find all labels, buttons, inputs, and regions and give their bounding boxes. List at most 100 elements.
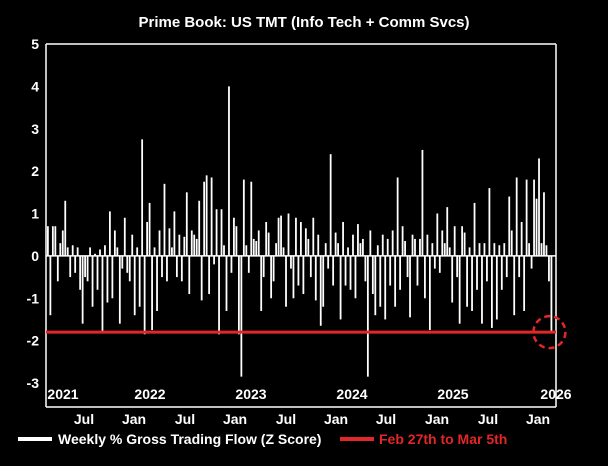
bar xyxy=(230,255,233,273)
bar xyxy=(287,213,290,256)
y-tick-label: 5 xyxy=(31,36,39,52)
bar xyxy=(314,255,317,301)
x-month-label: Jul xyxy=(74,411,94,427)
bar xyxy=(193,234,196,256)
bar xyxy=(545,245,548,256)
bar xyxy=(280,215,282,256)
bar xyxy=(391,230,394,256)
bar xyxy=(210,177,213,256)
bar xyxy=(386,238,389,256)
bar xyxy=(297,255,300,286)
bar xyxy=(364,255,367,282)
bar xyxy=(81,255,84,324)
bar xyxy=(443,243,446,256)
bar xyxy=(188,255,191,295)
bar xyxy=(394,255,397,307)
bar xyxy=(357,224,359,256)
bar xyxy=(503,243,506,256)
bar xyxy=(141,139,144,256)
bar xyxy=(91,255,94,307)
bar xyxy=(113,230,116,256)
bar xyxy=(275,243,277,256)
bar xyxy=(262,255,265,278)
y-tick-label: 1 xyxy=(31,206,39,222)
bar xyxy=(138,255,141,307)
bar xyxy=(476,255,478,290)
y-tick-label: -2 xyxy=(27,333,40,349)
bar xyxy=(166,255,168,282)
bar xyxy=(456,255,459,278)
bar xyxy=(237,255,240,335)
bar xyxy=(200,255,203,301)
x-month-label: Jul xyxy=(276,411,296,427)
bar xyxy=(342,221,344,256)
bar xyxy=(240,255,243,377)
bar xyxy=(396,177,399,256)
bar xyxy=(242,179,245,256)
x-axis-labels: 2021 2022 2023 2024 2025 2026 Jul Jan Jul Jan Jul J… xyxy=(47,386,571,427)
bar xyxy=(158,230,161,256)
bar xyxy=(66,247,69,256)
bar xyxy=(510,230,513,256)
bar xyxy=(84,255,86,278)
bar xyxy=(436,213,439,256)
bar xyxy=(56,255,59,282)
bar xyxy=(49,255,52,316)
bar xyxy=(190,230,193,256)
bar xyxy=(428,255,431,331)
bar xyxy=(250,181,253,256)
bar xyxy=(515,177,518,256)
bar xyxy=(548,255,550,282)
bar xyxy=(362,238,364,256)
bar xyxy=(148,202,151,256)
bar xyxy=(319,255,322,326)
bar xyxy=(245,245,248,256)
bar xyxy=(47,226,49,256)
bar xyxy=(161,255,163,278)
bar xyxy=(195,238,198,256)
bar xyxy=(538,158,540,256)
bar xyxy=(175,255,178,278)
bar xyxy=(74,255,77,273)
bar xyxy=(493,243,496,256)
bar xyxy=(446,207,449,256)
bar xyxy=(295,217,297,256)
bar xyxy=(354,255,357,299)
bar xyxy=(131,234,134,256)
bar xyxy=(300,221,302,256)
bar xyxy=(208,255,211,295)
bar xyxy=(344,255,347,286)
bar xyxy=(322,255,325,307)
bar xyxy=(267,232,270,256)
bar xyxy=(550,255,553,333)
bar xyxy=(233,217,235,256)
bar xyxy=(277,217,280,256)
bar xyxy=(518,255,521,278)
bar xyxy=(347,247,349,256)
x-month-label: Jan xyxy=(425,411,449,427)
bar xyxy=(151,255,153,331)
bar xyxy=(121,255,124,269)
bar xyxy=(543,192,545,256)
legend-label-feb-mar: Feb 27th to Mar 5th xyxy=(379,431,507,447)
y-tick-label: 2 xyxy=(31,163,39,179)
bar-series xyxy=(47,86,553,377)
bar xyxy=(252,238,255,256)
bar xyxy=(260,255,263,311)
bar xyxy=(324,243,327,256)
bar xyxy=(220,209,223,256)
bar xyxy=(523,255,526,311)
bar xyxy=(525,179,528,256)
bar xyxy=(508,196,511,256)
x-month-label: Jul xyxy=(376,411,396,427)
x-year-label: 2024 xyxy=(336,386,367,402)
bar xyxy=(481,255,483,324)
bar xyxy=(173,211,176,256)
bar xyxy=(433,255,436,269)
bar xyxy=(468,247,471,256)
bar xyxy=(453,226,456,256)
bar xyxy=(99,249,101,256)
bar xyxy=(96,255,99,290)
bar xyxy=(185,192,188,256)
x-month-label: Jul xyxy=(478,411,498,427)
